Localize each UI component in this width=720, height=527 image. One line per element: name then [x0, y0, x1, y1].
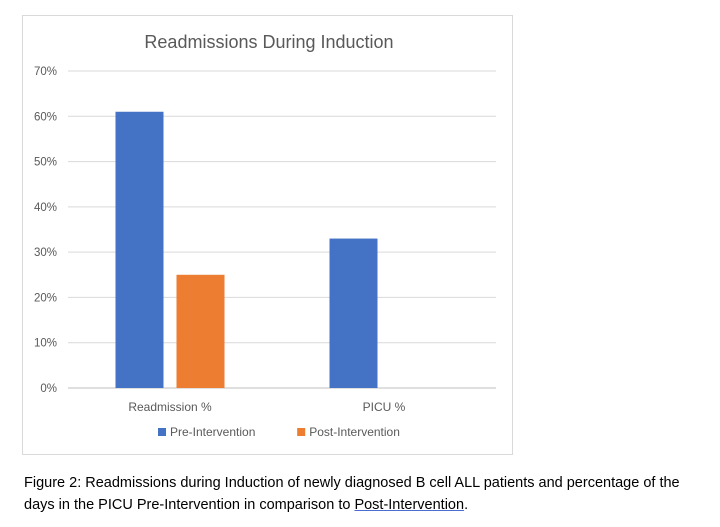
y-tick-label: 30% — [34, 247, 57, 259]
y-tick-label: 20% — [34, 292, 57, 304]
legend-swatch — [297, 428, 306, 436]
figure-caption: Figure 2: Readmissions during Induction … — [24, 472, 714, 516]
bar-pre-intervention-1 — [329, 238, 378, 388]
legend-label: Post-Intervention — [309, 425, 400, 439]
bar-post-intervention-0 — [176, 274, 225, 388]
x-tick-label: PICU % — [363, 400, 406, 414]
y-tick-label: 0% — [40, 383, 57, 395]
caption-text: Figure 2: Readmissions during Induction … — [24, 475, 680, 513]
y-tick-label: 70% — [34, 66, 57, 78]
bar-chart: Readmissions During Induction 0% 10% 20% 30%… — [34, 32, 496, 439]
caption-link[interactable]: Post-Intervention — [354, 497, 465, 513]
bar-pre-intervention-0 — [115, 111, 164, 388]
x-tick-label: Readmission % — [128, 400, 212, 414]
chart-frame: Readmissions During Induction 0% 10% 20% 30%… — [22, 15, 513, 455]
y-tick-label: 40% — [34, 202, 57, 214]
chart-title: Readmissions During Induction — [144, 32, 393, 52]
y-tick-label: 10% — [34, 338, 57, 350]
caption-end: . — [464, 497, 469, 513]
legend-swatch — [158, 428, 166, 436]
legend-label: Pre-Intervention — [170, 425, 255, 439]
y-tick-label: 50% — [34, 157, 57, 169]
y-tick-label: 60% — [34, 111, 57, 123]
